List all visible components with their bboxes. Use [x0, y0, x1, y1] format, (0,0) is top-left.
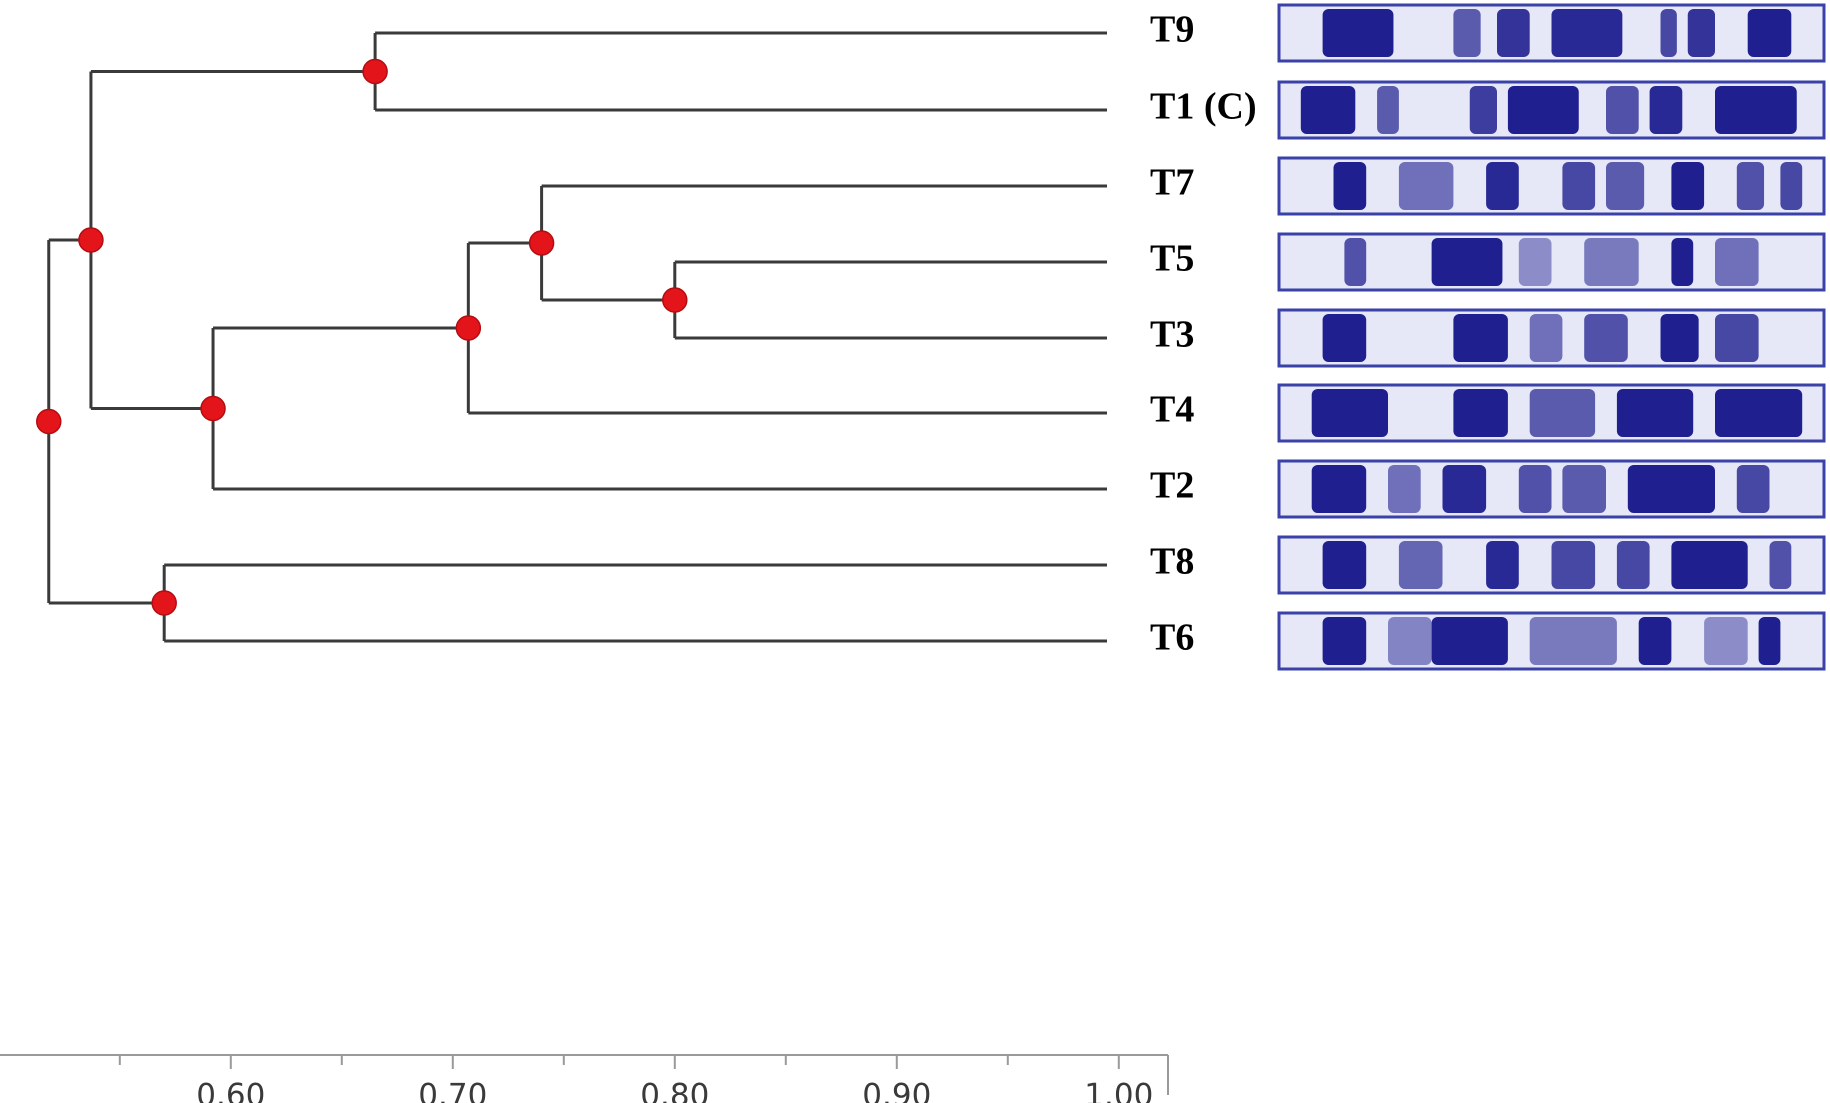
node-marker-n_T5_T3 [662, 287, 688, 313]
gel-lane-T1 [1277, 80, 1826, 140]
gel-band-T9-0 [1322, 9, 1394, 57]
gel-band-T7-0 [1333, 162, 1367, 210]
gel-band-T7-7 [1780, 162, 1803, 210]
gel-band-T8-3 [1551, 541, 1596, 589]
gel-band-T9-2 [1497, 9, 1530, 57]
leaf-label-T3: T3 [1150, 314, 1194, 356]
gel-band-T7-6 [1736, 162, 1765, 210]
gel-band-T1-5 [1649, 86, 1683, 134]
leaf-label-T9: T9 [1150, 9, 1194, 51]
gel-band-T1-4 [1606, 86, 1639, 134]
gel-band-T6-2 [1431, 617, 1508, 665]
gel-band-T8-2 [1486, 541, 1519, 589]
gel-band-T5-5 [1715, 238, 1759, 286]
gel-band-T2-3 [1518, 465, 1552, 513]
node-marker-n_T8_T6 [151, 590, 177, 616]
axis-tick-label: 0.90 [862, 1078, 931, 1103]
leaf-label-T8: T8 [1150, 541, 1194, 583]
leaf-labels: T9 T1 (C) T7 T5 T3 T4 T2 T8 T6 [1150, 9, 1257, 659]
gel-band-T7-4 [1606, 162, 1645, 210]
gel-band-T4-4 [1715, 389, 1803, 437]
leaf-label-T5: T5 [1150, 238, 1194, 280]
gel-band-T8-4 [1616, 541, 1650, 589]
gel-band-T4-2 [1529, 389, 1596, 437]
axis-tick-label: 0.70 [418, 1078, 487, 1103]
dendrogram-branches [47, 31, 1107, 643]
axis-tick-label: 0.60 [196, 1078, 265, 1103]
leaf-label-T2: T2 [1150, 465, 1194, 507]
gel-band-T3-3 [1584, 314, 1628, 362]
gel-band-T4-3 [1616, 389, 1694, 437]
gel-lane-T8 [1277, 535, 1826, 595]
leaf-label-T6: T6 [1150, 617, 1194, 659]
gel-band-T7-1 [1398, 162, 1454, 210]
gel-lane-T2 [1277, 459, 1826, 519]
gel-band-T6-6 [1758, 617, 1781, 665]
gel-band-T7-5 [1671, 162, 1705, 210]
gel-band-T2-4 [1562, 465, 1606, 513]
leaf-label-T1: T1 (C) [1150, 86, 1257, 128]
axis-tick-label: 1.00 [1084, 1078, 1153, 1103]
node-marker-n_T7_T5T3 [528, 230, 555, 256]
gel-band-T6-1 [1388, 617, 1432, 665]
gel-lane-frame-T7 [1277, 156, 1826, 216]
gel-band-T8-6 [1769, 541, 1792, 589]
gel-band-T3-1 [1453, 314, 1508, 362]
gel-band-T9-4 [1660, 9, 1677, 57]
gel-band-T6-5 [1704, 617, 1748, 665]
gel-band-T7-2 [1486, 162, 1519, 210]
node-marker-n_T753_T4 [455, 315, 482, 341]
gel-band-T1-2 [1469, 86, 1497, 134]
axis-tick-label: 0.80 [640, 1078, 709, 1103]
gel-band-T5-2 [1518, 238, 1552, 286]
dendrogram-nodes [36, 58, 688, 616]
gel-band-T2-0 [1311, 465, 1367, 513]
gel-band-T1-1 [1377, 86, 1399, 134]
gel-lane-T5 [1277, 232, 1826, 292]
gel-band-T9-6 [1747, 9, 1792, 57]
node-marker-n_T9_T1 [362, 58, 388, 85]
gel-band-T8-1 [1398, 541, 1443, 589]
gel-lane-T4 [1277, 383, 1826, 443]
gel-band-T5-0 [1344, 238, 1367, 286]
gel-band-T3-5 [1715, 314, 1759, 362]
gel-band-T4-0 [1311, 389, 1388, 437]
gel-lane-T7 [1277, 156, 1826, 216]
gel-band-T9-1 [1453, 9, 1481, 57]
node-marker-n_T91_A2 [78, 227, 104, 253]
gel-band-T6-4 [1638, 617, 1672, 665]
gel-band-T5-3 [1584, 238, 1639, 286]
gel-lanes [1277, 3, 1826, 671]
leaf-label-T4: T4 [1150, 389, 1194, 431]
gel-band-T5-4 [1671, 238, 1694, 286]
gel-band-T8-5 [1671, 541, 1748, 589]
gel-lane-T9 [1277, 3, 1826, 63]
gel-band-T5-1 [1431, 238, 1503, 286]
gel-lane-T6 [1277, 611, 1826, 671]
gel-band-T1-0 [1300, 86, 1356, 134]
gel-band-T2-2 [1442, 465, 1487, 513]
gel-band-T1-6 [1715, 86, 1797, 134]
gel-band-T2-6 [1736, 465, 1770, 513]
gel-band-T7-3 [1562, 162, 1596, 210]
gel-band-T8-0 [1322, 541, 1367, 589]
gel-lane-T3 [1277, 308, 1826, 368]
gel-band-T3-2 [1529, 314, 1563, 362]
leaf-label-T7: T7 [1150, 162, 1194, 204]
gel-band-T6-3 [1529, 617, 1617, 665]
similarity-axis: 0.60 0.70 0.80 0.90 1.00 [0, 1054, 1169, 1103]
gel-band-T2-1 [1388, 465, 1421, 513]
gel-band-T3-0 [1322, 314, 1367, 362]
gel-band-T1-3 [1507, 86, 1579, 134]
gel-band-T9-5 [1687, 9, 1715, 57]
node-marker-n_A_T2 [200, 395, 226, 422]
node-marker-n_root [36, 408, 62, 435]
gel-band-T2-5 [1627, 465, 1715, 513]
gel-band-T9-3 [1551, 9, 1623, 57]
gel-band-T4-1 [1453, 389, 1508, 437]
gel-band-T3-4 [1660, 314, 1699, 362]
gel-band-T6-0 [1322, 617, 1367, 665]
